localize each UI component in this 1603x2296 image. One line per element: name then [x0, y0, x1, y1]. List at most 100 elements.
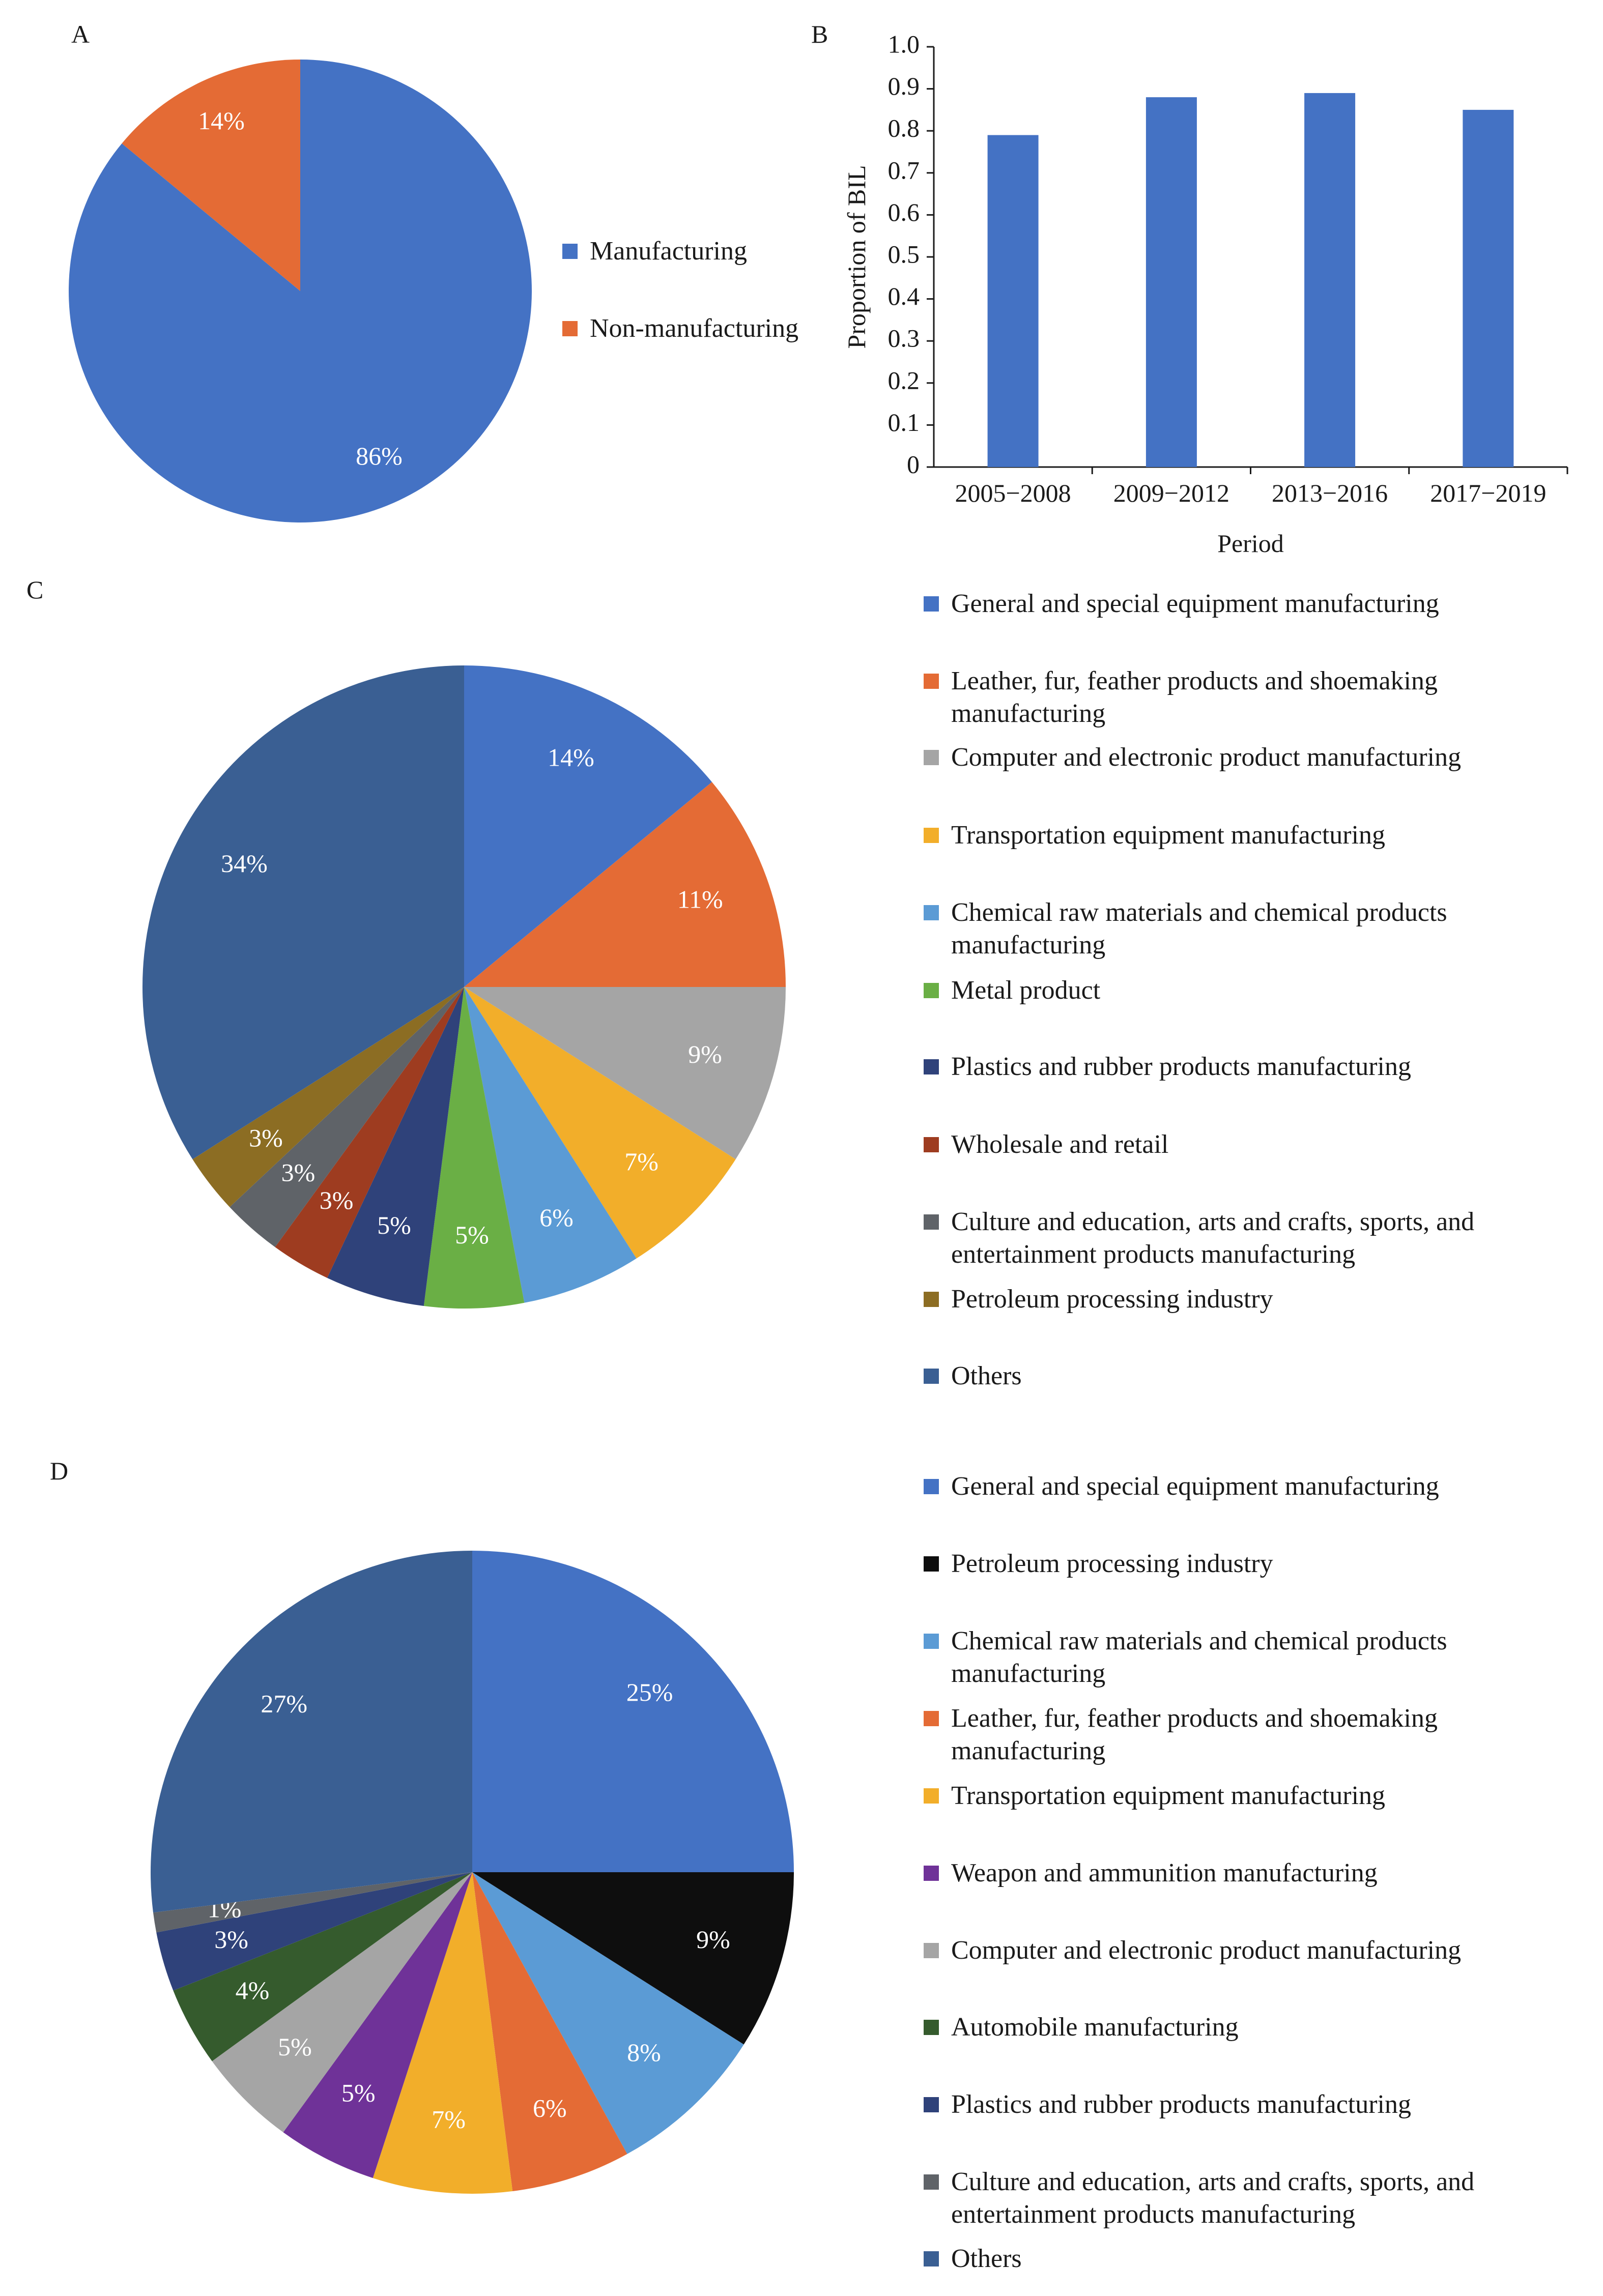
pie-d-legend-item-2: Chemical raw materials and chemical prod…: [924, 1625, 1524, 1690]
pie-c-legend-label-1: Leather, fur, feather products and shoem…: [951, 666, 1438, 728]
pie-a-legend-swatch-1: [562, 321, 578, 336]
pie-c-legend-swatch-5: [924, 983, 939, 998]
pie-d-legend-item-4: Transportation equipment manufacturing: [924, 1780, 1524, 1812]
pie-c-legend-swatch-2: [924, 750, 939, 765]
pie-d-legend-item-7: Automobile manufacturing: [924, 2011, 1524, 2044]
pie-d-slice-4: [373, 1872, 513, 2194]
pie-c-legend-swatch-1: [924, 674, 939, 689]
pie-a-legend-swatch-0: [562, 244, 578, 259]
bar-y-tick-label-4: 0.4: [888, 282, 920, 310]
pie-c-slice-label-1: 11%: [677, 885, 723, 913]
pie-a-slice-1: [122, 60, 301, 291]
pie-d-slice-1: [472, 1872, 794, 2045]
pie-c-legend-item-8: Culture and education, arts and crafts, …: [924, 1206, 1524, 1271]
bar-x-tick-label-2: 2013−2016: [1272, 479, 1388, 507]
pie-d-slice-0: [472, 1551, 794, 1872]
pie-c-legend-item-4: Chemical raw materials and chemical prod…: [924, 896, 1524, 962]
pie-c-slice-label-6: 5%: [377, 1211, 411, 1239]
pie-c-legend-label-5: Metal product: [951, 976, 1101, 1005]
pie-c-legend-item-2: Computer and electronic product manufact…: [924, 741, 1524, 774]
panel-letter-d: D: [50, 1457, 69, 1485]
bar-y-axis-title: Proportion of BIL: [842, 165, 871, 348]
pie-d-legend-item-0: General and special equipment manufactur…: [924, 1470, 1524, 1503]
pie-c-slice-9: [192, 987, 464, 1207]
pie-d-legend-swatch-4: [924, 1788, 939, 1804]
bar-y-tick-label-1: 0.1: [888, 408, 920, 437]
bar-x-tick-label-0: 2005−2008: [955, 479, 1071, 507]
pie-c-legend-label-3: Transportation equipment manufacturing: [951, 821, 1386, 850]
panel-letter-b: B: [811, 20, 828, 48]
pie-d-legend-swatch-1: [924, 1556, 939, 1572]
pie-c-legend-item-1: Leather, fur, feather products and shoem…: [924, 665, 1524, 730]
pie-d-legend-item-3: Leather, fur, feather products and shoem…: [924, 1702, 1524, 1767]
pie-a-legend-item-1: Non-manufacturing: [562, 312, 847, 345]
pie-d-legend-swatch-0: [924, 1479, 939, 1494]
pie-d-slice-label-8: 3%: [214, 1925, 248, 1954]
pie-d-legend-item-1: Petroleum processing industry: [924, 1548, 1524, 1580]
pie-c-slice-4: [464, 987, 637, 1303]
pie-c-slice-2: [464, 987, 786, 1159]
pie-c-legend-swatch-8: [924, 1214, 939, 1230]
pie-c-legend-item-6: Plastics and rubber products manufacturi…: [924, 1051, 1524, 1083]
bar-2: [1304, 93, 1356, 467]
pie-d-legend-label-10: Others: [951, 2244, 1022, 2273]
pie-d-legend-label-3: Leather, fur, feather products and shoem…: [951, 1704, 1438, 1765]
pie-c-legend-swatch-10: [924, 1369, 939, 1384]
pie-a-slice-label-1: 14%: [198, 106, 245, 135]
pie-a-legend-label-1: Non-manufacturing: [590, 314, 799, 343]
pie-a-legend-item-0: Manufacturing: [562, 235, 847, 268]
pie-d-legend-swatch-9: [924, 2174, 939, 2190]
pie-d-slice-2: [472, 1872, 744, 2154]
pie-c-legend-label-8: Culture and education, arts and crafts, …: [951, 1207, 1475, 1269]
pie-c-legend-swatch-4: [924, 905, 939, 920]
pie-d-slice-6: [212, 1872, 472, 2133]
pie-c-legend-item-10: Others: [924, 1360, 1524, 1392]
pie-c-slice-0: [464, 665, 712, 987]
pie-d-legend-label-9: Culture and education, arts and crafts, …: [951, 2167, 1475, 2229]
pie-d-slice-label-7: 4%: [236, 1976, 270, 2004]
pie-c-slice-label-5: 5%: [455, 1220, 489, 1249]
pie-c-legend-label-0: General and special equipment manufactur…: [951, 589, 1439, 618]
pie-d-slice-label-4: 7%: [432, 2105, 466, 2133]
pie-c-legend-label-2: Computer and electronic product manufact…: [951, 743, 1462, 772]
pie-c-slice-label-3: 7%: [624, 1147, 659, 1176]
pie-d-slice-label-6: 5%: [278, 2032, 312, 2061]
pie-d-legend-swatch-2: [924, 1634, 939, 1649]
pie-c-slice-label-4: 6%: [539, 1203, 574, 1232]
bar-x-tick-label-3: 2017−2019: [1430, 479, 1546, 507]
pie-d-slice-label-5: 5%: [341, 2079, 376, 2107]
pie-d-slice-3: [472, 1872, 627, 2192]
pie-c-legend-swatch-6: [924, 1059, 939, 1074]
pie-d-legend-label-5: Weapon and ammunition manufacturing: [951, 1858, 1378, 1887]
pie-c-slice-label-0: 14%: [548, 743, 594, 771]
pie-d-slice-9: [153, 1872, 473, 1933]
pie-d-legend-label-1: Petroleum processing industry: [951, 1549, 1273, 1578]
panel-letter-c: C: [26, 575, 44, 604]
bar-y-tick-label-8: 0.8: [888, 114, 920, 142]
bar-x-axis-title: Period: [1217, 529, 1284, 558]
pie-d-legend-swatch-3: [924, 1711, 939, 1726]
pie-d-legend-item-10: Others: [924, 2243, 1524, 2275]
pie-c-slice-10: [142, 665, 465, 1159]
pie-c-slice-label-8: 3%: [281, 1158, 316, 1186]
pie-d-legend-label-4: Transportation equipment manufacturing: [951, 1781, 1386, 1810]
pie-d-legend-item-8: Plastics and rubber products manufacturi…: [924, 2088, 1524, 2121]
pie-c-slice-label-7: 3%: [320, 1186, 354, 1214]
pie-c-slice-7: [275, 987, 464, 1278]
pie-d-slice-5: [283, 1872, 472, 2178]
pie-d-legend-label-8: Plastics and rubber products manufacturi…: [951, 2090, 1411, 2119]
pie-a-slice-0: [69, 60, 532, 523]
pie-c-slice-1: [464, 782, 786, 987]
bar-y-tick-label-7: 0.7: [888, 156, 920, 184]
pie-c-slice-label-2: 9%: [688, 1040, 722, 1068]
pie-c-legend-swatch-7: [924, 1137, 939, 1152]
bar-x-tick-label-1: 2009−2012: [1113, 479, 1229, 507]
bar-y-tick-label-3: 0.3: [888, 324, 920, 353]
pie-d-slice-label-0: 25%: [626, 1678, 673, 1706]
pie-d-legend-swatch-10: [924, 2251, 939, 2266]
pie-c-legend-swatch-3: [924, 828, 939, 843]
pie-c-slice-5: [423, 987, 525, 1309]
pie-c-legend-item-7: Wholesale and retail: [924, 1128, 1524, 1161]
pie-c-legend-label-7: Wholesale and retail: [951, 1130, 1169, 1159]
